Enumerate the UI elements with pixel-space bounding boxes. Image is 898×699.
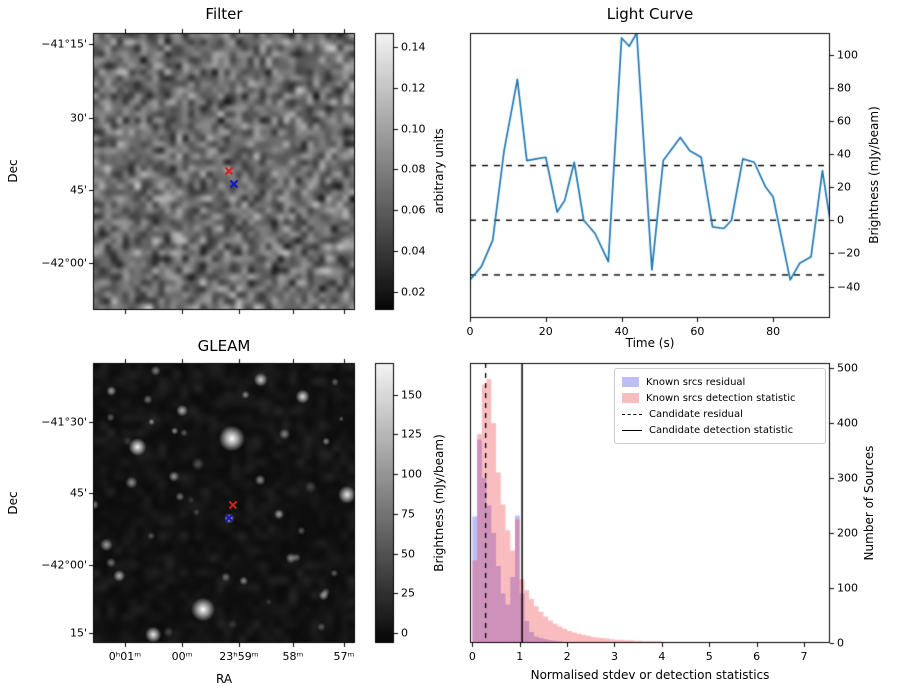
count-tick-label: 300	[837, 471, 858, 485]
colorbar-tick-label: 50	[401, 547, 415, 561]
dec-tick-label: −42°00'	[41, 558, 87, 572]
time-tick-label: 0	[466, 325, 474, 338]
legend-dashed-line-sample	[622, 413, 642, 415]
ra-tick-label: 0ʰ01ᵐ	[108, 650, 142, 663]
stat-tick-label: 3	[610, 650, 618, 663]
gleam-dec-axis-label: Dec	[6, 491, 20, 515]
legend-label: Candidate residual	[649, 408, 743, 420]
filter-title: Filter	[205, 5, 243, 23]
gleam-colorbar-label: Brightness (mJy/beam)	[432, 434, 446, 572]
count-tick-label: 400	[837, 416, 858, 430]
marker-red-x	[224, 166, 234, 176]
colorbar-tick-label: 25	[401, 586, 415, 600]
colorbar-tick-label: 0	[401, 626, 408, 640]
count-tick-label: 500	[837, 361, 858, 375]
legend-entry-residual: Known srcs residual	[622, 374, 818, 390]
legend-entry-detection: Known srcs detection statistic	[622, 390, 818, 406]
gleam-colorbar	[367, 355, 402, 651]
dec-tick-label: −41°30'	[41, 415, 87, 429]
marker-red-x	[228, 500, 238, 510]
brightness-tick-label: 40	[837, 147, 851, 161]
colorbar-tick-label: 0.10	[401, 122, 426, 136]
legend-entry-candidate-detection: Candidate detection statistic	[622, 422, 818, 438]
legend-solid-line-sample	[622, 429, 642, 431]
count-tick-label: 0	[837, 636, 844, 650]
marker-blue-x	[229, 179, 239, 189]
ra-tick-label: 00ᵐ	[171, 650, 193, 663]
dec-tick-label: −41°15'	[41, 37, 87, 51]
gleam-title: GLEAM	[197, 337, 251, 355]
time-tick-label: 80	[766, 325, 781, 338]
colorbar-tick-label: 0.14	[401, 40, 426, 54]
ra-tick-label: 58ᵐ	[282, 650, 304, 663]
time-tick-label: 60	[690, 325, 705, 338]
legend-label: Candidate detection statistic	[649, 424, 794, 436]
colorbar-tick-label: 100	[401, 467, 422, 481]
light-curve-canvas	[462, 25, 838, 326]
stat-tick-label: 6	[753, 650, 761, 663]
gleam-ra-axis-label: RA	[215, 672, 233, 686]
colorbar-tick-label: 0.08	[401, 162, 426, 176]
histogram-y-axis-label: Number of Sources	[862, 445, 876, 561]
brightness-tick-label: 60	[837, 114, 851, 128]
brightness-tick-label: 100	[837, 48, 858, 62]
ra-tick-label: 23ʰ59ᵐ	[219, 650, 259, 663]
colorbar-tick-label: 0.02	[401, 285, 426, 299]
gleam-map-canvas	[85, 355, 363, 651]
time-tick-label: 40	[614, 325, 629, 338]
brightness-tick-label: −40	[837, 280, 861, 294]
dec-tick-label: −42°00'	[41, 256, 87, 270]
legend: Known srcs residual Known srcs detection…	[614, 368, 826, 444]
stat-tick-label: 7	[800, 650, 808, 663]
stat-tick-label: 0	[468, 650, 476, 663]
legend-label: Known srcs residual	[646, 376, 746, 388]
count-tick-label: 100	[837, 581, 858, 595]
ra-tick-label: 57ᵐ	[333, 650, 355, 663]
colorbar-tick-label: 75	[401, 507, 415, 521]
dec-tick-label: 30'	[69, 111, 87, 125]
colorbar-tick-label: 125	[401, 427, 422, 441]
count-tick-label: 200	[837, 526, 858, 540]
stat-tick-label: 4	[658, 650, 666, 663]
brightness-tick-label: 20	[837, 180, 851, 194]
time-tick-label: 20	[538, 325, 553, 338]
marker-blue-x	[224, 513, 234, 523]
stat-tick-label: 5	[705, 650, 713, 663]
colorbar-tick-label: 0.12	[401, 81, 426, 95]
legend-patch-detection	[622, 393, 639, 403]
filter-dec-axis-label: Dec	[6, 159, 20, 183]
dec-tick-label: 15'	[69, 626, 87, 640]
brightness-tick-label: 0	[837, 213, 844, 227]
dec-tick-label: 45'	[69, 486, 87, 500]
colorbar-tick-label: 0.06	[401, 203, 426, 217]
legend-entry-candidate-residual: Candidate residual	[622, 406, 818, 422]
legend-label: Known srcs detection statistic	[646, 392, 796, 404]
brightness-tick-label: −20	[837, 246, 861, 260]
histogram-x-axis-label: Normalised stdev or detection statistics	[530, 668, 770, 682]
stat-tick-label: 1	[516, 650, 524, 663]
legend-patch-residual	[622, 377, 639, 387]
filter-colorbar	[367, 25, 402, 318]
stat-tick-label: 2	[563, 650, 571, 663]
colorbar-tick-label: 0.04	[401, 244, 426, 258]
colorbar-tick-label: 150	[401, 388, 422, 402]
dec-tick-label: 45'	[69, 183, 87, 197]
light-curve-x-axis-label: Time (s)	[625, 336, 675, 350]
filter-colorbar-label: arbitrary units	[432, 128, 446, 214]
brightness-tick-label: 80	[837, 81, 851, 95]
light-curve-y-axis-label: Brightness (mJy/beam)	[867, 106, 881, 244]
filter-map-canvas	[85, 25, 363, 318]
light-curve-title: Light Curve	[606, 5, 694, 23]
